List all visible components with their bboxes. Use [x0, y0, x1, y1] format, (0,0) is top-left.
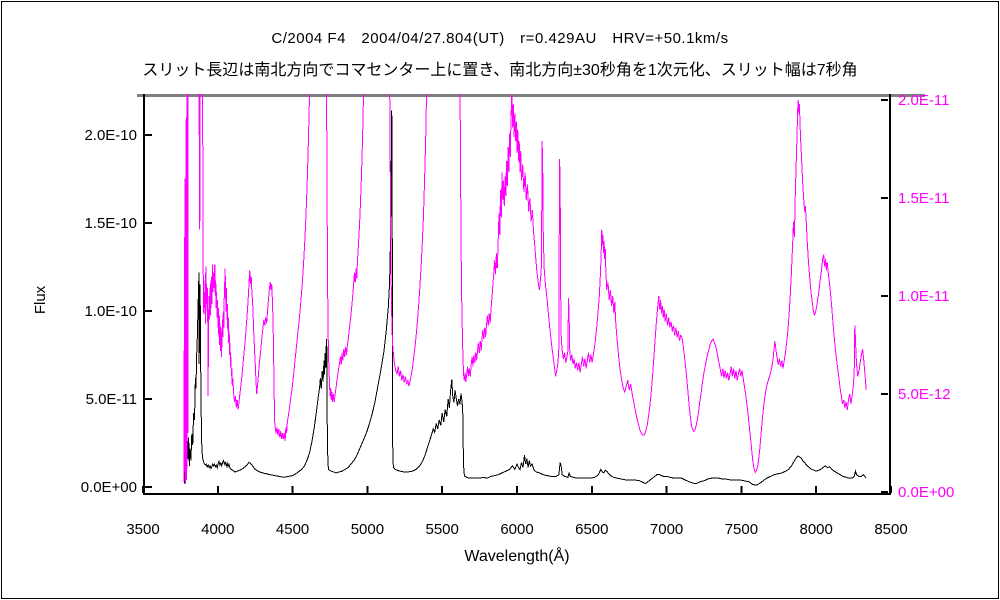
x-axis-label-wavelength: Wavelength(Å) [464, 548, 570, 565]
x-tick-label: 6500 [575, 521, 608, 538]
chart-title: C/2004 F4 2004/04/27.804(UT) r=0.429AU H… [271, 30, 729, 47]
right-tick-label: 0.0E+00 [898, 484, 954, 501]
x-tick-label: 8500 [874, 521, 907, 538]
x-tick-label: 4500 [276, 521, 309, 538]
x-tick-label: 3500 [126, 521, 159, 538]
series-comet-spectrum-black [183, 110, 867, 486]
left-tick-label: 1.5E-10 [84, 215, 137, 232]
right-tick-label: 1.5E-11 [898, 190, 949, 207]
right-tick-label: 2.0E-11 [898, 92, 949, 109]
chart-subtitle: スリット長辺は南北方向でコマセンター上に置き、南北方向±30秒角を1次元化、スリ… [142, 62, 858, 79]
x-tick-label: 5000 [351, 521, 384, 538]
x-tick-label: 8000 [800, 521, 833, 538]
x-tick-label: 7000 [650, 521, 683, 538]
x-tick-label: 5500 [426, 521, 459, 538]
left-tick-label: 2.0E-10 [84, 127, 137, 144]
x-tick-label: 4000 [201, 521, 234, 538]
right-tick-label: 1.0E-11 [898, 288, 949, 305]
left-tick-label: 0.0E+00 [81, 479, 137, 496]
left-tick-label: 1.0E-10 [84, 303, 137, 320]
x-tick-label: 7500 [725, 521, 758, 538]
x-tick-label: 6000 [500, 521, 533, 538]
right-tick-label: 5.0E-12 [898, 386, 951, 403]
left-tick-label: 5.0E-11 [86, 391, 137, 408]
series-scaled-spectrum-magenta [183, 94, 867, 485]
